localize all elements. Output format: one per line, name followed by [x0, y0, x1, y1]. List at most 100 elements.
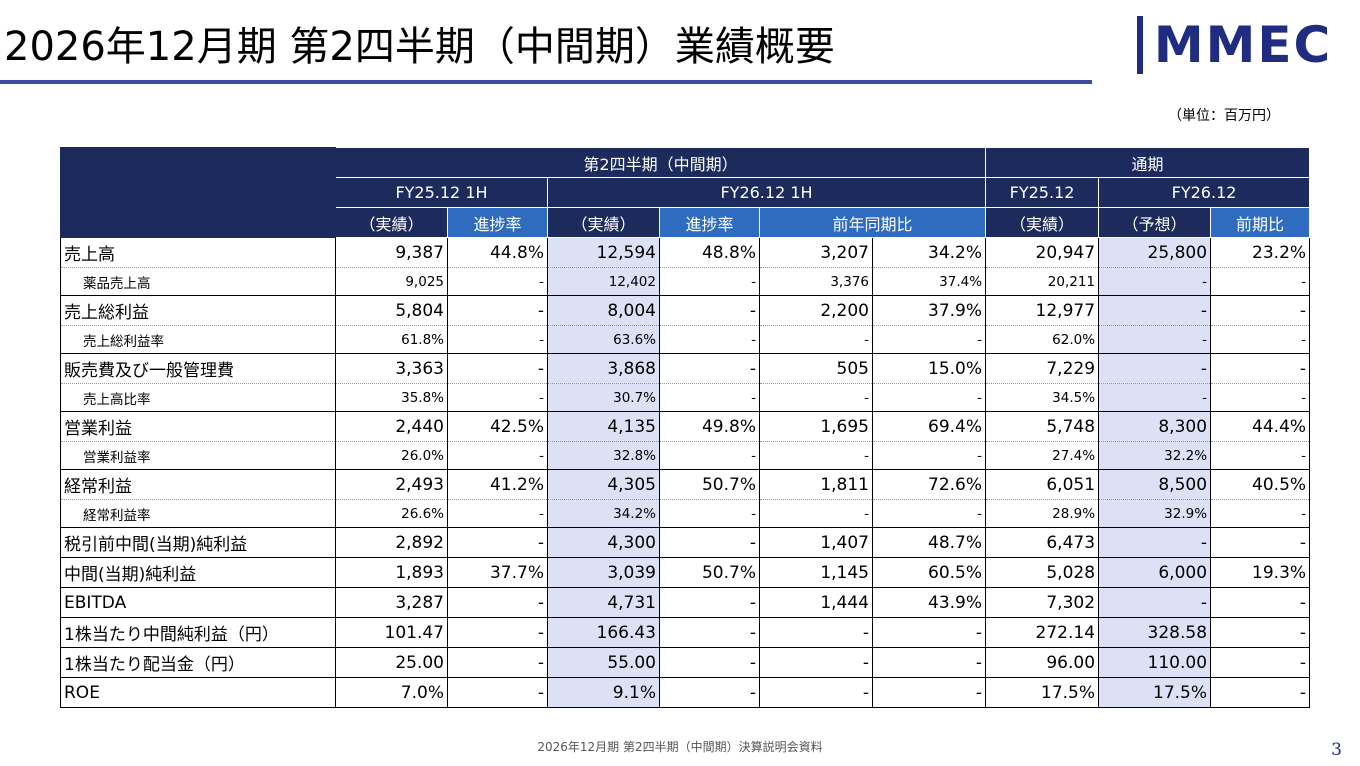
cell: 4,731 — [547, 587, 660, 618]
table-row: 経常利益率 26.6% -34.2% - - -28.9% 32.9% - — [60, 499, 1311, 528]
table-row: EBITDA 3,287-4,731-1,444 43.9% 7,302- - — [60, 587, 1311, 618]
cell: 1,811 — [759, 469, 873, 500]
cell: 25.00 — [335, 647, 448, 678]
column-header: （予想） — [1098, 207, 1212, 238]
cell: 30.7% — [547, 383, 660, 412]
cell: 8,004 — [547, 295, 660, 326]
cell: 50.7% — [659, 469, 760, 500]
cell: - — [871, 677, 987, 708]
cell: - — [759, 499, 873, 528]
page-number: 3 — [1331, 740, 1342, 760]
cell: 101.47 — [335, 617, 448, 648]
cell: 72.6% — [871, 469, 987, 500]
row-label: 営業利益 — [60, 411, 336, 442]
logo: MMEC — [1137, 16, 1343, 74]
cell: - — [1098, 383, 1212, 412]
column-header: （実績） — [335, 207, 448, 238]
cell: 505 — [759, 353, 873, 384]
row-label: 販売費及び一般管理費 — [60, 353, 336, 384]
cell: - — [1098, 353, 1212, 384]
cell: - — [659, 383, 760, 412]
cell: - — [871, 617, 987, 648]
cell: 3,287 — [335, 587, 448, 618]
group-header: 通期 — [985, 147, 1311, 178]
cell: 2,440 — [335, 411, 448, 442]
cell: - — [659, 587, 760, 618]
cell: - — [1098, 587, 1212, 618]
cell: - — [447, 295, 548, 326]
cell: - — [447, 647, 548, 678]
cell: 34.2% — [547, 499, 660, 528]
cell: 37.7% — [447, 557, 548, 588]
cell: 12,402 — [547, 267, 660, 296]
cell: 20,947 — [985, 237, 1100, 268]
row-label: 中間(当期)純利益 — [60, 557, 336, 588]
title-rule — [0, 80, 1092, 84]
cell: - — [1098, 295, 1212, 326]
cell: 2,493 — [335, 469, 448, 500]
cell: 3,207 — [759, 237, 873, 268]
cell: 44.8% — [447, 237, 548, 268]
period-header: FY25.12 1H — [335, 177, 548, 208]
cell: 328.58 — [1098, 617, 1212, 648]
cell: - — [871, 383, 987, 412]
column-header: 進捗率 — [447, 207, 548, 238]
table-row: 販売費及び一般管理費 3,363-3,868-505 15.0% 7,229- - — [60, 353, 1311, 384]
cell: 7,302 — [985, 587, 1100, 618]
row-label: 売上高比率 — [60, 383, 336, 412]
cell: 19.3% — [1210, 557, 1311, 588]
cell: 40.5% — [1210, 469, 1311, 500]
row-label: 1株当たり配当金（円） — [60, 647, 336, 678]
table-row: ROE 7.0% -9.1% - - -17.5% 17.5% - — [60, 677, 1311, 708]
cell: 1,695 — [759, 411, 873, 442]
cell: 7.0% — [335, 677, 448, 708]
table-row: 売上高 9,387 44.8% 12,594 48.8% 3,207 34.2% 20,947… — [60, 237, 1311, 268]
cell: - — [447, 353, 548, 384]
table-row: 1株当たり中間純利益（円） 101.47-166.43- - -272.14 328.5… — [60, 617, 1311, 648]
cell: 44.4% — [1210, 411, 1311, 442]
results-table: 第2四半期（中間期） 通期 FY25.12 1H FY26.12 1H FY25… — [60, 147, 1311, 708]
cell: 6,473 — [985, 527, 1100, 558]
cell: 50.7% — [659, 557, 760, 588]
cell: - — [1210, 527, 1311, 558]
row-label: 薬品売上高 — [60, 267, 336, 296]
cell: 28.9% — [985, 499, 1100, 528]
cell: - — [447, 587, 548, 618]
row-label: ROE — [60, 677, 336, 708]
table-row: 売上総利益率 61.8% -63.6% - - -62.0% - - — [60, 325, 1311, 354]
cell: 48.7% — [871, 527, 987, 558]
cell: - — [447, 499, 548, 528]
cell: - — [659, 295, 760, 326]
cell: - — [1210, 677, 1311, 708]
cell: - — [659, 499, 760, 528]
table-row: 税引前中間(当期)純利益 2,892-4,300-1,407 48.7% 6,473-… — [60, 527, 1311, 558]
cell: 9,025 — [335, 267, 448, 296]
cell: 48.8% — [659, 237, 760, 268]
column-header: 前年同期比 — [758, 207, 987, 238]
cell: - — [1210, 647, 1311, 678]
cell: 23.2% — [1210, 237, 1311, 268]
cell: 5,804 — [335, 295, 448, 326]
footer: 2026年12月期 第2四半期（中間期）決算説明会資料 — [537, 740, 823, 754]
cell: 69.4% — [871, 411, 987, 442]
cell: - — [447, 383, 548, 412]
table-row: 1株当たり配当金（円） 25.00-55.00- - -96.00 110.00- — [60, 647, 1311, 678]
cell: - — [659, 267, 760, 296]
cell: 26.0% — [335, 441, 448, 470]
cell: 5,028 — [985, 557, 1100, 588]
cell: 26.6% — [335, 499, 448, 528]
cell: 17.5% — [985, 677, 1100, 708]
cell: - — [447, 325, 548, 354]
cell: 25,800 — [1098, 237, 1212, 268]
cell: 15.0% — [871, 353, 987, 384]
cell: - — [1098, 527, 1212, 558]
cell: 4,305 — [547, 469, 660, 500]
cell: 55.00 — [547, 647, 660, 678]
table-row: 薬品売上高 9,025-12,402-3,376 37.4% 20,211- - — [60, 267, 1311, 296]
cell: - — [759, 677, 873, 708]
row-label: 1株当たり中間純利益（円） — [60, 617, 336, 648]
row-label: EBITDA — [60, 587, 336, 618]
table-row: 売上総利益 5,804-8,004-2,200 37.9% 12,977- - — [60, 295, 1311, 326]
cell: 37.9% — [871, 295, 987, 326]
